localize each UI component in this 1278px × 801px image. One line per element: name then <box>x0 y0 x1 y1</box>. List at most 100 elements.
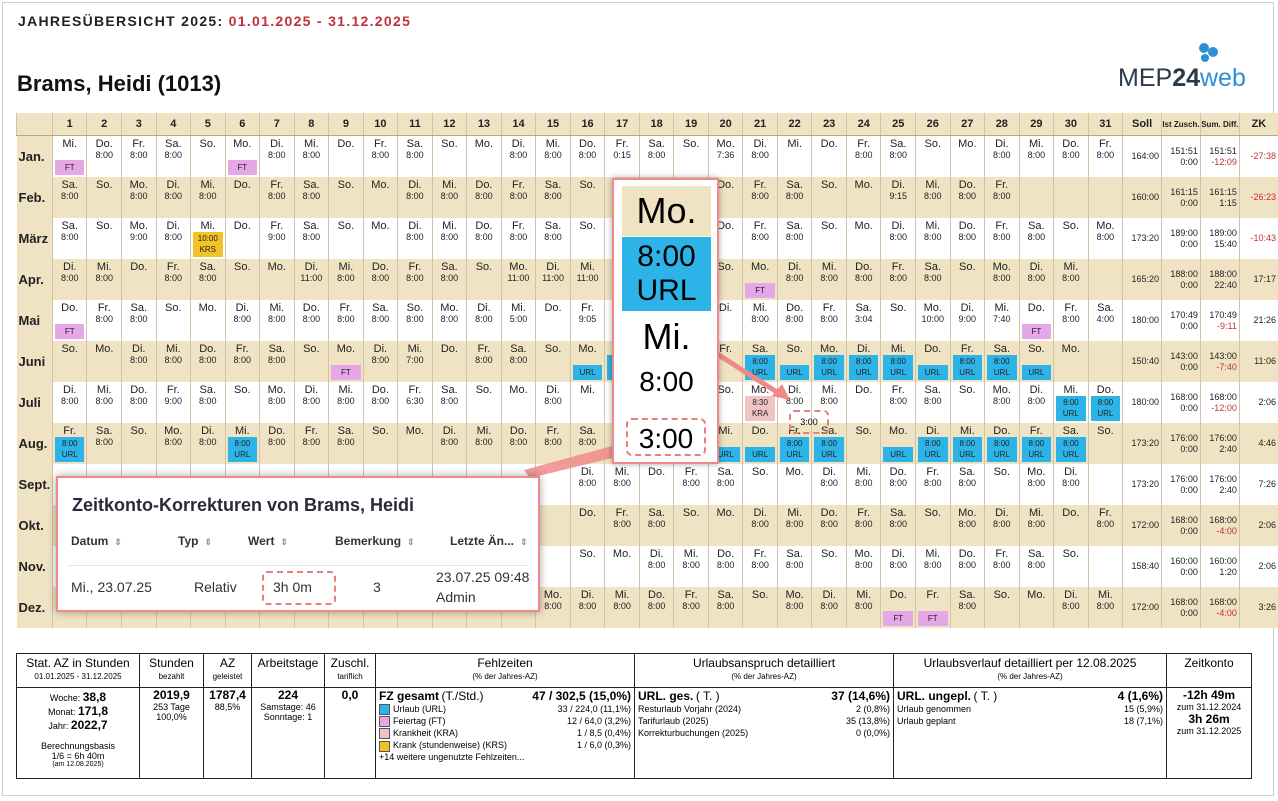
day-cell[interactable]: Do.8:00 <box>466 218 502 259</box>
day-cell[interactable]: Di.8:00 <box>1018 259 1054 300</box>
day-cell[interactable]: Mo. FT <box>328 341 364 382</box>
day-cell[interactable]: Di. 11:00 <box>535 259 571 300</box>
day-cell[interactable]: Mi.8:00 <box>742 300 778 341</box>
day-cell[interactable]: Sa. 8:00 URL <box>811 423 847 464</box>
day-cell[interactable]: Do. <box>224 218 260 259</box>
day-cell[interactable]: So. <box>742 464 778 505</box>
day-cell[interactable]: Mo.8:00 <box>984 259 1020 300</box>
day-cell[interactable]: Mo. <box>845 177 881 218</box>
day-cell[interactable]: Di.8:00 <box>397 177 433 218</box>
day-cell[interactable]: Fr.8:00 <box>224 341 260 382</box>
day-cell[interactable]: Fr.8:00 <box>1087 135 1123 177</box>
day-cell[interactable]: Fr.8:00 <box>880 382 916 423</box>
day-cell[interactable]: Fr.8:00 <box>86 300 122 341</box>
day-cell[interactable]: Mo.8:00 <box>984 382 1020 423</box>
day-cell[interactable]: Do.8:00 <box>362 259 398 300</box>
day-cell[interactable]: Mo. <box>845 218 881 259</box>
day-cell[interactable]: So. URL <box>1018 341 1054 382</box>
day-cell[interactable]: So. <box>466 259 502 300</box>
day-cell[interactable]: So. <box>880 300 916 341</box>
day-cell[interactable]: Mi.8:00 <box>914 218 951 259</box>
day-cell[interactable]: So. <box>190 135 226 177</box>
day-cell[interactable]: So. <box>224 259 260 300</box>
day-cell[interactable]: Do.8:00 <box>949 546 985 587</box>
day-cell[interactable]: So. <box>1087 423 1123 464</box>
day-cell[interactable]: So. <box>51 341 87 382</box>
day-cell[interactable]: Mo. <box>362 218 398 259</box>
day-cell[interactable]: Mo. FT <box>742 259 778 300</box>
sort-icon[interactable]: ⇕ <box>407 537 415 547</box>
day-cell[interactable]: So. <box>673 135 709 177</box>
day-cell[interactable]: Mi. <box>569 382 605 423</box>
day-cell[interactable]: So. <box>328 218 364 259</box>
day-cell[interactable]: Fr. 9:00 <box>155 382 191 423</box>
day-cell[interactable]: Mi. 7:00 <box>397 341 433 382</box>
day-cell[interactable]: Di.8:00 <box>259 135 295 177</box>
day-cell[interactable]: So. <box>673 505 709 546</box>
day-cell[interactable]: Fr. 9:05 <box>569 300 605 341</box>
day-cell[interactable]: Di. 11:00 <box>293 259 329 300</box>
day-cell[interactable]: Mi.8:00 <box>86 259 122 300</box>
day-cell[interactable]: Fr.8:00 <box>500 177 536 218</box>
day-cell[interactable] <box>1087 341 1123 382</box>
day-cell[interactable]: Di.8:00 <box>224 300 260 341</box>
day-cell[interactable]: Sa.8:00 <box>293 177 329 218</box>
day-cell[interactable]: Di.8:00 <box>569 464 605 505</box>
day-cell[interactable]: Do. URL <box>742 423 778 464</box>
day-cell[interactable]: Mo. <box>1053 341 1089 382</box>
day-cell[interactable]: Di.8:00 <box>362 341 398 382</box>
col-letzte[interactable]: Letzte Än... ⇕ <box>450 534 528 548</box>
day-cell[interactable]: So. URL <box>776 341 812 382</box>
day-cell[interactable]: Mo. URL <box>880 423 916 464</box>
day-cell[interactable]: Fr.8:00 <box>535 423 571 464</box>
day-cell[interactable]: Fr.8:00 <box>984 546 1020 587</box>
day-cell[interactable]: Sa.8:00 <box>949 464 985 505</box>
day-cell[interactable]: Mi. 8:00 URL <box>949 423 985 464</box>
day-cell[interactable]: Fr.8:00 <box>500 218 536 259</box>
day-cell[interactable]: Mo. 8:00 URL <box>811 341 847 382</box>
day-cell[interactable]: Sa.8:00 <box>500 341 536 382</box>
day-cell[interactable]: Fr.8:00 <box>397 259 433 300</box>
day-cell[interactable]: So. <box>914 505 951 546</box>
col-wert[interactable]: Wert ⇕ <box>248 534 288 548</box>
day-cell[interactable]: Mi. 5:00 <box>500 300 536 341</box>
day-cell[interactable]: Di.8:00 <box>1053 464 1089 505</box>
day-cell[interactable] <box>535 505 571 546</box>
day-cell[interactable]: Mo.8:00 <box>1087 218 1123 259</box>
day-cell[interactable]: Fr.8:00 <box>466 341 502 382</box>
day-cell[interactable]: Sa.8:00 <box>880 505 916 546</box>
day-cell[interactable]: Fr.8:00 <box>742 218 778 259</box>
day-cell[interactable]: Di.8:00 <box>880 218 916 259</box>
day-cell[interactable] <box>535 546 571 587</box>
day-cell[interactable]: Mo.8:00 <box>1018 464 1054 505</box>
day-cell[interactable]: Fr.8:00 <box>362 135 398 177</box>
more-absences-link[interactable]: +14 weitere ungenutzte Fehlzeiten... <box>379 751 525 762</box>
day-cell[interactable]: Di.8:00 <box>155 177 191 218</box>
day-cell[interactable]: Do.8:00 <box>811 505 847 546</box>
day-cell[interactable]: Mo.8:00 <box>259 382 295 423</box>
day-cell[interactable]: Do. 8:00 URL <box>1087 382 1123 423</box>
day-cell[interactable]: Di.8:00 <box>466 300 502 341</box>
day-cell[interactable]: Do. <box>1053 505 1089 546</box>
day-cell[interactable]: So. <box>949 382 985 423</box>
day-cell[interactable]: So. <box>362 423 398 464</box>
day-cell[interactable]: Sa.8:00 <box>776 218 812 259</box>
day-cell[interactable]: Sa. 4:00 <box>1087 300 1123 341</box>
day-cell[interactable]: Mi. 8:00 URL <box>880 341 916 382</box>
day-cell[interactable]: Fr. 8:00 URL <box>949 341 985 382</box>
day-cell[interactable]: Do.8:00 <box>86 135 122 177</box>
day-cell[interactable]: Mo. <box>397 423 433 464</box>
day-cell[interactable]: Sa.8:00 <box>362 300 398 341</box>
day-cell[interactable]: Mi.8:00 <box>431 218 467 259</box>
day-cell[interactable]: Di.8:00 <box>742 135 778 177</box>
day-cell[interactable]: Fr. 8:00 URL <box>1018 423 1054 464</box>
day-cell[interactable]: Do. <box>535 300 571 341</box>
day-cell[interactable]: So. <box>569 177 605 218</box>
day-cell[interactable]: So. <box>86 218 122 259</box>
day-cell[interactable]: Do.8:00 <box>569 135 605 177</box>
day-cell[interactable]: Mi.8:00 <box>1018 135 1054 177</box>
day-cell[interactable]: Di.8:00 <box>742 505 778 546</box>
day-cell[interactable]: Mi.8:00 <box>293 135 329 177</box>
day-cell[interactable]: Do. <box>328 135 364 177</box>
day-cell[interactable]: Mi. FT <box>51 135 87 177</box>
